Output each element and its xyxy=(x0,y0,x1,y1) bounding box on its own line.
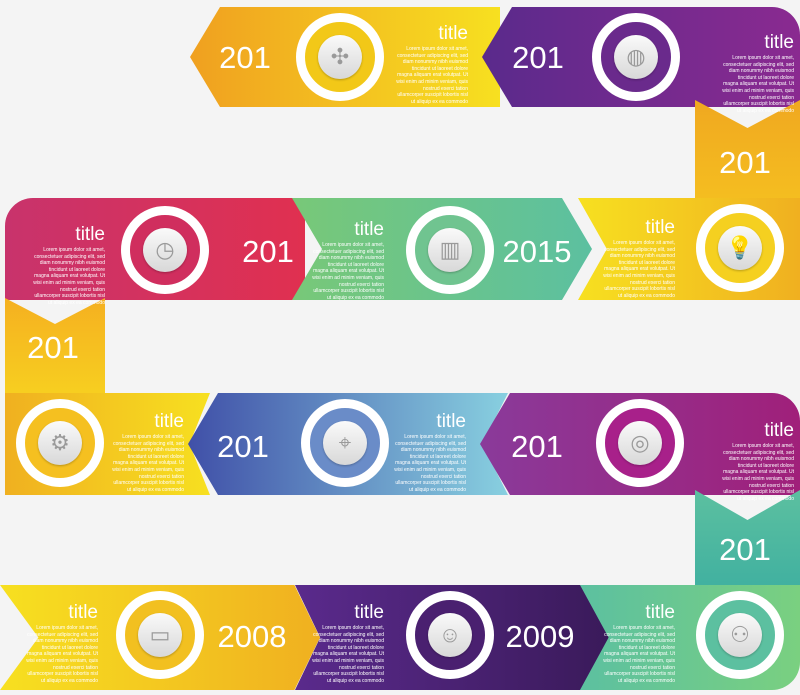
milestone-circle: ◍ xyxy=(592,13,680,101)
step-body: Lorem ipsum dolor sit amet, consectetuer… xyxy=(722,55,794,114)
milestone-circle: ⌖ xyxy=(301,399,389,487)
step-body: Lorem ipsum dolor sit amet, consectetuer… xyxy=(312,625,384,684)
step-body: Lorem ipsum dolor sit amet, consectetuer… xyxy=(603,625,675,684)
bar-chart-icon: ▥ xyxy=(428,228,472,272)
milestone-circle: ☺ xyxy=(406,591,494,679)
text-block: title Lorem ipsum dolor sit amet, consect… xyxy=(722,421,794,502)
milestone-circle: ▥ xyxy=(406,206,494,294)
step-title: title xyxy=(354,602,384,623)
text-block: title Lorem ipsum dolor sit amet, consect… xyxy=(112,412,184,493)
globe-icon: ◍ xyxy=(614,35,658,79)
text-block: title Lorem ipsum dolor sit amet, consect… xyxy=(26,603,98,684)
gear-icon: ⚙ xyxy=(38,421,82,465)
presentation-icon: ⚇ xyxy=(718,613,762,657)
step-body: Lorem ipsum dolor sit amet, consectetuer… xyxy=(112,434,184,493)
milestone-circle: ⚇ xyxy=(696,591,784,679)
step-title: title xyxy=(75,224,105,245)
step-title: title xyxy=(154,411,184,432)
text-block: title Lorem ipsum dolor sit amet, consect… xyxy=(33,225,105,306)
milestone-circle: ◎ xyxy=(596,399,684,487)
text-block: title Lorem ipsum dolor sit amet, consect… xyxy=(312,220,384,301)
text-block: title Lorem ipsum dolor sit amet, consect… xyxy=(722,33,794,114)
text-block: title Lorem ipsum dolor sit amet, consect… xyxy=(603,603,675,684)
lightbulb-icon: 💡 xyxy=(718,226,762,270)
year-label: 2008 xyxy=(217,619,287,654)
step-body: Lorem ipsum dolor sit amet, consectetuer… xyxy=(603,240,675,299)
year-label: 2015 xyxy=(502,234,572,269)
year-label: 2009 xyxy=(505,619,575,654)
step-title: title xyxy=(764,32,794,53)
year-label: 201 xyxy=(27,330,79,365)
text-block: title Lorem ipsum dolor sit amet, consect… xyxy=(603,218,675,299)
year-label: 201 xyxy=(511,429,563,464)
step-body: Lorem ipsum dolor sit amet, consectetuer… xyxy=(722,443,794,502)
text-block: title Lorem ipsum dolor sit amet, consect… xyxy=(396,24,468,105)
text-block: title Lorem ipsum dolor sit amet, consect… xyxy=(394,412,466,493)
step-body: Lorem ipsum dolor sit amet, consectetuer… xyxy=(396,46,468,105)
crosshair-icon: ⌖ xyxy=(323,421,367,465)
step-body: Lorem ipsum dolor sit amet, consectetuer… xyxy=(33,247,105,306)
year-label: 201 xyxy=(719,145,771,180)
target-icon: ◎ xyxy=(618,421,662,465)
puzzle-icon: ✣ xyxy=(318,35,362,79)
year-label: 201 xyxy=(512,40,564,75)
milestone-circle: ▭ xyxy=(116,591,204,679)
step-title: title xyxy=(645,602,675,623)
monitor-icon: ▭ xyxy=(138,613,182,657)
step-title: title xyxy=(436,411,466,432)
year-label: 201 xyxy=(242,234,294,269)
step-title: title xyxy=(645,217,675,238)
clock-icon: ◷ xyxy=(143,228,187,272)
step-body: Lorem ipsum dolor sit amet, consectetuer… xyxy=(394,434,466,493)
step-body: Lorem ipsum dolor sit amet, consectetuer… xyxy=(26,625,98,684)
year-label: 201 xyxy=(217,429,269,464)
user-icon: ☺ xyxy=(428,613,472,657)
milestone-circle: ⚙ xyxy=(16,399,104,487)
step-title: title xyxy=(764,420,794,441)
step-body: Lorem ipsum dolor sit amet, consectetuer… xyxy=(312,242,384,301)
milestone-circle: ◷ xyxy=(121,206,209,294)
milestone-circle: ✣ xyxy=(296,13,384,101)
step-title: title xyxy=(354,219,384,240)
year-label: 201 xyxy=(219,40,271,75)
text-block: title Lorem ipsum dolor sit amet, consect… xyxy=(312,603,384,684)
milestone-circle: 💡 xyxy=(696,204,784,292)
step-title: title xyxy=(438,23,468,44)
step-title: title xyxy=(68,602,98,623)
year-label: 201 xyxy=(719,532,771,567)
